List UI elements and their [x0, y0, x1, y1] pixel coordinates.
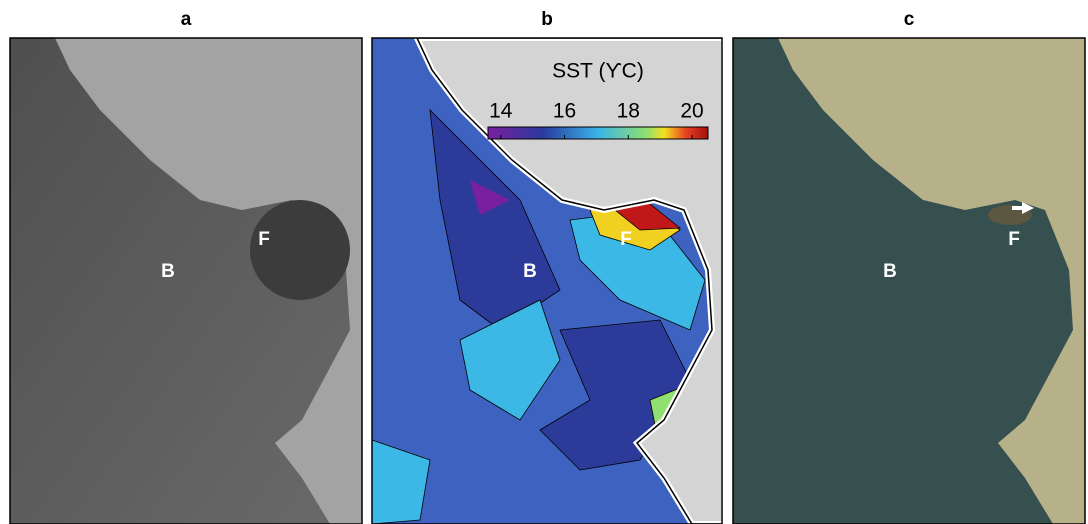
annotation: B [883, 261, 897, 282]
colorbar-tick-label: 18 [617, 100, 640, 123]
colorbar-tick-label: 14 [489, 100, 513, 123]
annotation: F [620, 229, 632, 250]
figure: SST (ϒC) a B Fb B Fc B F 14 16 18 20 [0, 0, 1088, 524]
panel-label: c [904, 9, 915, 30]
annotation: F [1008, 229, 1020, 250]
annotation: B [523, 261, 537, 282]
panel-label: a [181, 9, 192, 30]
panel-a-image [10, 38, 362, 524]
panel-c-image [733, 38, 1085, 524]
annotation: F [258, 229, 270, 250]
colorbar-tick-label: 16 [553, 100, 576, 123]
annotation: B [161, 261, 175, 282]
colorbar-title: SST (ϒC) [552, 60, 644, 83]
colorbar-tick-label: 20 [680, 100, 703, 123]
panel-b-image [372, 38, 724, 524]
colorbar [488, 127, 708, 139]
panel-label: b [541, 9, 553, 30]
